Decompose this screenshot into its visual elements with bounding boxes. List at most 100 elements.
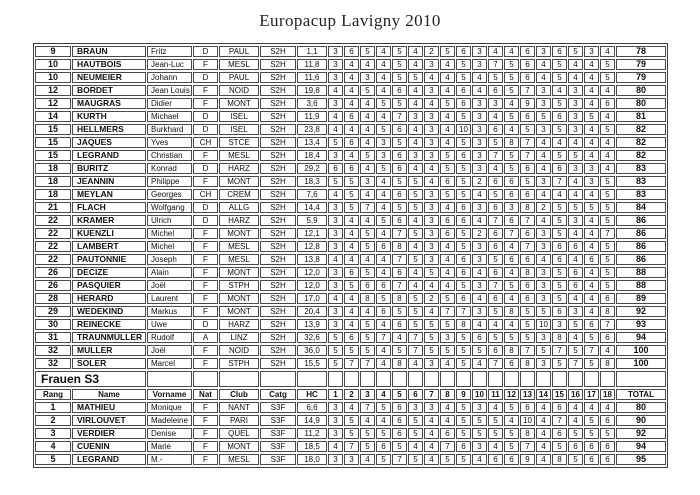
score-cell: 7 (600, 228, 615, 239)
catg-cell: S3F (260, 428, 296, 439)
total-cell: 94 (616, 441, 666, 452)
score-cell: 4 (424, 163, 439, 174)
score-cell: 4 (536, 254, 551, 265)
score-cell: 7 (392, 280, 407, 291)
total-cell: 80 (616, 98, 666, 109)
score-cell: 5 (376, 402, 391, 413)
score-cell: 7 (488, 150, 503, 161)
score-cell: 4 (504, 319, 519, 330)
club-cell: LINZ (219, 332, 259, 343)
score-cell: 6 (552, 402, 567, 413)
score-cell: 8 (520, 358, 535, 369)
score-cell: 7 (488, 215, 503, 226)
score-cell: 5 (408, 254, 423, 265)
vorname-cell: Madeleine (147, 415, 192, 426)
hc-cell: 18,4 (297, 150, 327, 161)
score-cell: 5 (328, 358, 343, 369)
score-cell: 5 (600, 254, 615, 265)
score-cell: 5 (328, 332, 343, 343)
vorname-cell: Michel (147, 228, 192, 239)
score-cell: 4 (424, 441, 439, 452)
score-cell: 7 (408, 345, 423, 356)
score-cell: 7 (360, 202, 375, 213)
total-cell: 83 (616, 189, 666, 200)
hc-cell: 13,9 (297, 319, 327, 330)
nat-cell: D (193, 163, 218, 174)
total-cell: 84 (616, 202, 666, 213)
club-cell: NOID (219, 85, 259, 96)
score-cell: 5 (344, 280, 359, 291)
score-cell: 3 (408, 402, 423, 413)
score-cell: 4 (488, 402, 503, 413)
score-cell: 5 (504, 111, 519, 122)
catg-cell: S2H (260, 124, 296, 135)
empty-cell (552, 371, 567, 387)
rank-cell: 22 (35, 254, 71, 265)
hc-cell: 17,0 (297, 293, 327, 304)
score-cell: 4 (504, 98, 519, 109)
score-cell: 5 (536, 345, 551, 356)
score-cell: 6 (552, 254, 567, 265)
club-cell: ALLG (219, 202, 259, 213)
score-cell: 3 (408, 111, 423, 122)
score-cell: 4 (344, 306, 359, 317)
score-cell: 7 (520, 150, 535, 161)
vorname-cell: Yves (147, 137, 192, 148)
vorname-cell: Philippe (147, 176, 192, 187)
club-cell: STCE (219, 137, 259, 148)
score-cell: 7 (520, 215, 535, 226)
score-cell: 4 (440, 72, 455, 83)
score-cell: 8 (600, 306, 615, 317)
score-cell: 3 (472, 280, 487, 291)
column-header-24: 18 (600, 389, 615, 400)
score-cell: 3 (584, 176, 599, 187)
score-cell: 6 (520, 72, 535, 83)
hc-cell: 11,6 (297, 72, 327, 83)
score-cell: 3 (424, 254, 439, 265)
score-cell: 4 (568, 254, 583, 265)
vorname-cell: Jean-Luc (147, 59, 192, 70)
score-cell: 5 (504, 280, 519, 291)
table-row: 29 WEDEKIND Markus F MONT S2H 20,4 3 4 4 6 5 5 4 7 7 3 5 8… (35, 306, 666, 317)
hc-cell: 12,0 (297, 267, 327, 278)
score-cell: 5 (408, 202, 423, 213)
column-header-1: Name (72, 389, 146, 400)
rank-cell: 28 (35, 293, 71, 304)
rank-cell: 14 (35, 111, 71, 122)
score-cell: 4 (360, 124, 375, 135)
score-cell: 7 (344, 441, 359, 452)
score-cell: 5 (488, 189, 503, 200)
name-cell: PASQUIER (72, 280, 146, 291)
score-cell: 4 (328, 441, 343, 452)
empty-cell (520, 371, 535, 387)
total-cell: 89 (616, 293, 666, 304)
total-cell: 80 (616, 402, 666, 413)
table-row: 4 CUENIN Marie F MONT S3F 18,5 4 7 5 6 5 4 4 7 6 3 4 5 7 4 5 6… (35, 441, 666, 452)
score-cell: 4 (360, 254, 375, 265)
catg-cell: S2H (260, 163, 296, 174)
nat-cell: F (193, 267, 218, 278)
score-cell: 4 (360, 59, 375, 70)
score-cell: 4 (360, 215, 375, 226)
nat-cell: F (193, 293, 218, 304)
score-cell: 3 (536, 176, 551, 187)
score-cell: 3 (328, 319, 343, 330)
score-cell: 5 (600, 176, 615, 187)
score-cell: 6 (392, 124, 407, 135)
club-cell: QUEL (219, 428, 259, 439)
score-cell: 3 (536, 228, 551, 239)
club-cell: ISEL (219, 111, 259, 122)
score-cell: 5 (376, 215, 391, 226)
score-cell: 7 (520, 241, 535, 252)
column-header-19: 13 (520, 389, 535, 400)
score-cell: 3 (376, 150, 391, 161)
score-cell: 3 (424, 124, 439, 135)
score-cell: 5 (408, 176, 423, 187)
score-cell: 6 (488, 241, 503, 252)
score-cell: 6 (568, 280, 583, 291)
nat-cell: F (193, 59, 218, 70)
score-cell: 5 (456, 176, 471, 187)
score-cell: 4 (600, 111, 615, 122)
score-cell: 4 (440, 402, 455, 413)
score-cell: 5 (504, 72, 519, 83)
